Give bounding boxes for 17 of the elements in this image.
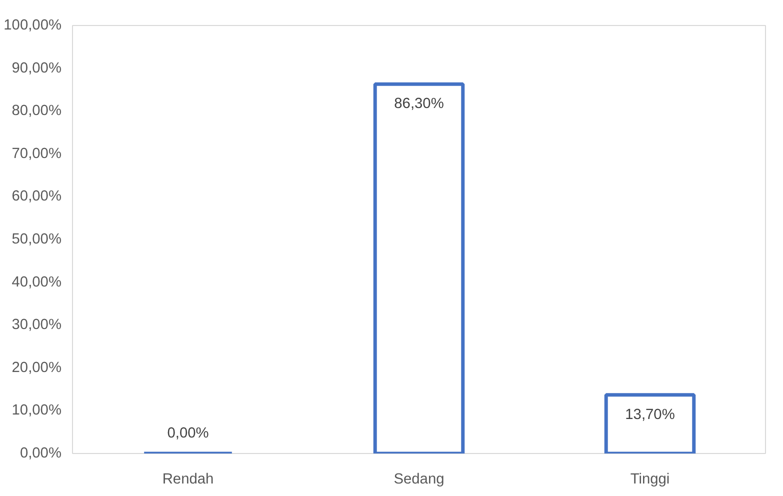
y-tick-label: 30,00% <box>12 317 62 334</box>
y-tick-label: 10,00% <box>12 402 62 419</box>
y-tick-label: 80,00% <box>12 103 62 120</box>
y-tick-label: 90,00% <box>12 60 62 76</box>
y-tick-label: 60,00% <box>12 188 62 205</box>
y-tick-label: 40,00% <box>12 274 62 290</box>
x-tick-label: Tinggi <box>630 472 670 488</box>
y-tick-label: 20,00% <box>12 360 62 376</box>
y-tick-label: 70,00% <box>12 146 62 162</box>
y-tick-label: 0,00% <box>20 446 62 462</box>
x-tick-label: Sedang <box>394 472 444 488</box>
data-label: 0,00% <box>167 426 209 442</box>
data-label: 13,70% <box>625 406 675 423</box>
y-tick-label: 100,00% <box>4 18 62 34</box>
x-tick-label: Rendah <box>162 472 214 488</box>
y-tick-label: 50,00% <box>12 232 62 248</box>
data-label: 86,30% <box>394 96 444 112</box>
